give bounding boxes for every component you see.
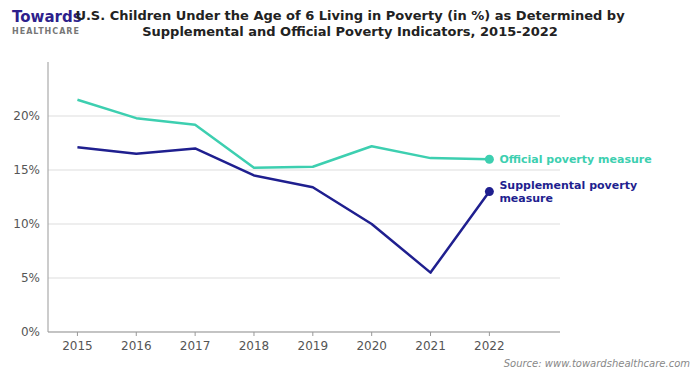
grid-line [48,170,560,171]
x-tick [195,332,196,336]
x-tick-label: 2015 [62,339,93,353]
x-tick-label: 2020 [356,339,387,353]
y-grid [48,116,560,332]
source-text: Source: www.towardshealthcare.com [504,358,691,369]
x-tick [77,332,78,336]
chart-title-line: Supplemental and Official Poverty Indica… [142,24,558,39]
x-tick [371,332,372,336]
series-line [77,100,489,168]
y-axis-line [48,62,49,332]
x-tick [489,332,490,336]
y-tick-label: 5% [21,271,40,285]
x-tick-label: 2019 [298,339,329,353]
logo-subtext: HEALTHCARE [12,27,80,36]
x-tick-label: 2017 [180,339,211,353]
x-tick [430,332,431,336]
legend-label-line: Official poverty measure [499,153,651,166]
x-tick [136,332,137,336]
grid-line [48,224,560,225]
chart-container: TowardsHEALTHCARE U.S. Children Under the… [0,0,700,375]
x-tick-label: 2021 [415,339,446,353]
y-tick-label: 20% [13,109,40,123]
chart-title: U.S. Children Under the Age of 6 Living … [75,8,625,39]
legend-label: Supplemental povertymeasure [499,179,637,205]
x-tick-label: 2022 [474,339,505,353]
legend-label-line: measure [499,192,553,205]
logo-text: Towards [12,8,82,26]
x-tick-label: 2018 [239,339,270,353]
series-line [77,147,489,272]
y-tick-label: 15% [13,163,40,177]
x-tick [312,332,313,336]
legend-label: Official poverty measure [499,153,651,166]
chart-svg: TowardsHEALTHCARE U.S. Children Under the… [0,0,700,375]
plot-area [77,100,493,273]
chart-title-line: U.S. Children Under the Age of 6 Living … [75,8,625,23]
end-marker [485,187,494,196]
y-tick-label: 10% [13,217,40,231]
x-tick-label: 2016 [121,339,152,353]
x-tick [253,332,254,336]
y-tick-label: 0% [21,325,40,339]
legend: Official poverty measure Supplemental pov… [499,153,651,205]
grid-line [48,332,560,333]
x-axis-line [48,332,560,333]
grid-line [48,278,560,279]
legend-label-line: Supplemental poverty [499,179,637,192]
end-marker [485,155,494,164]
